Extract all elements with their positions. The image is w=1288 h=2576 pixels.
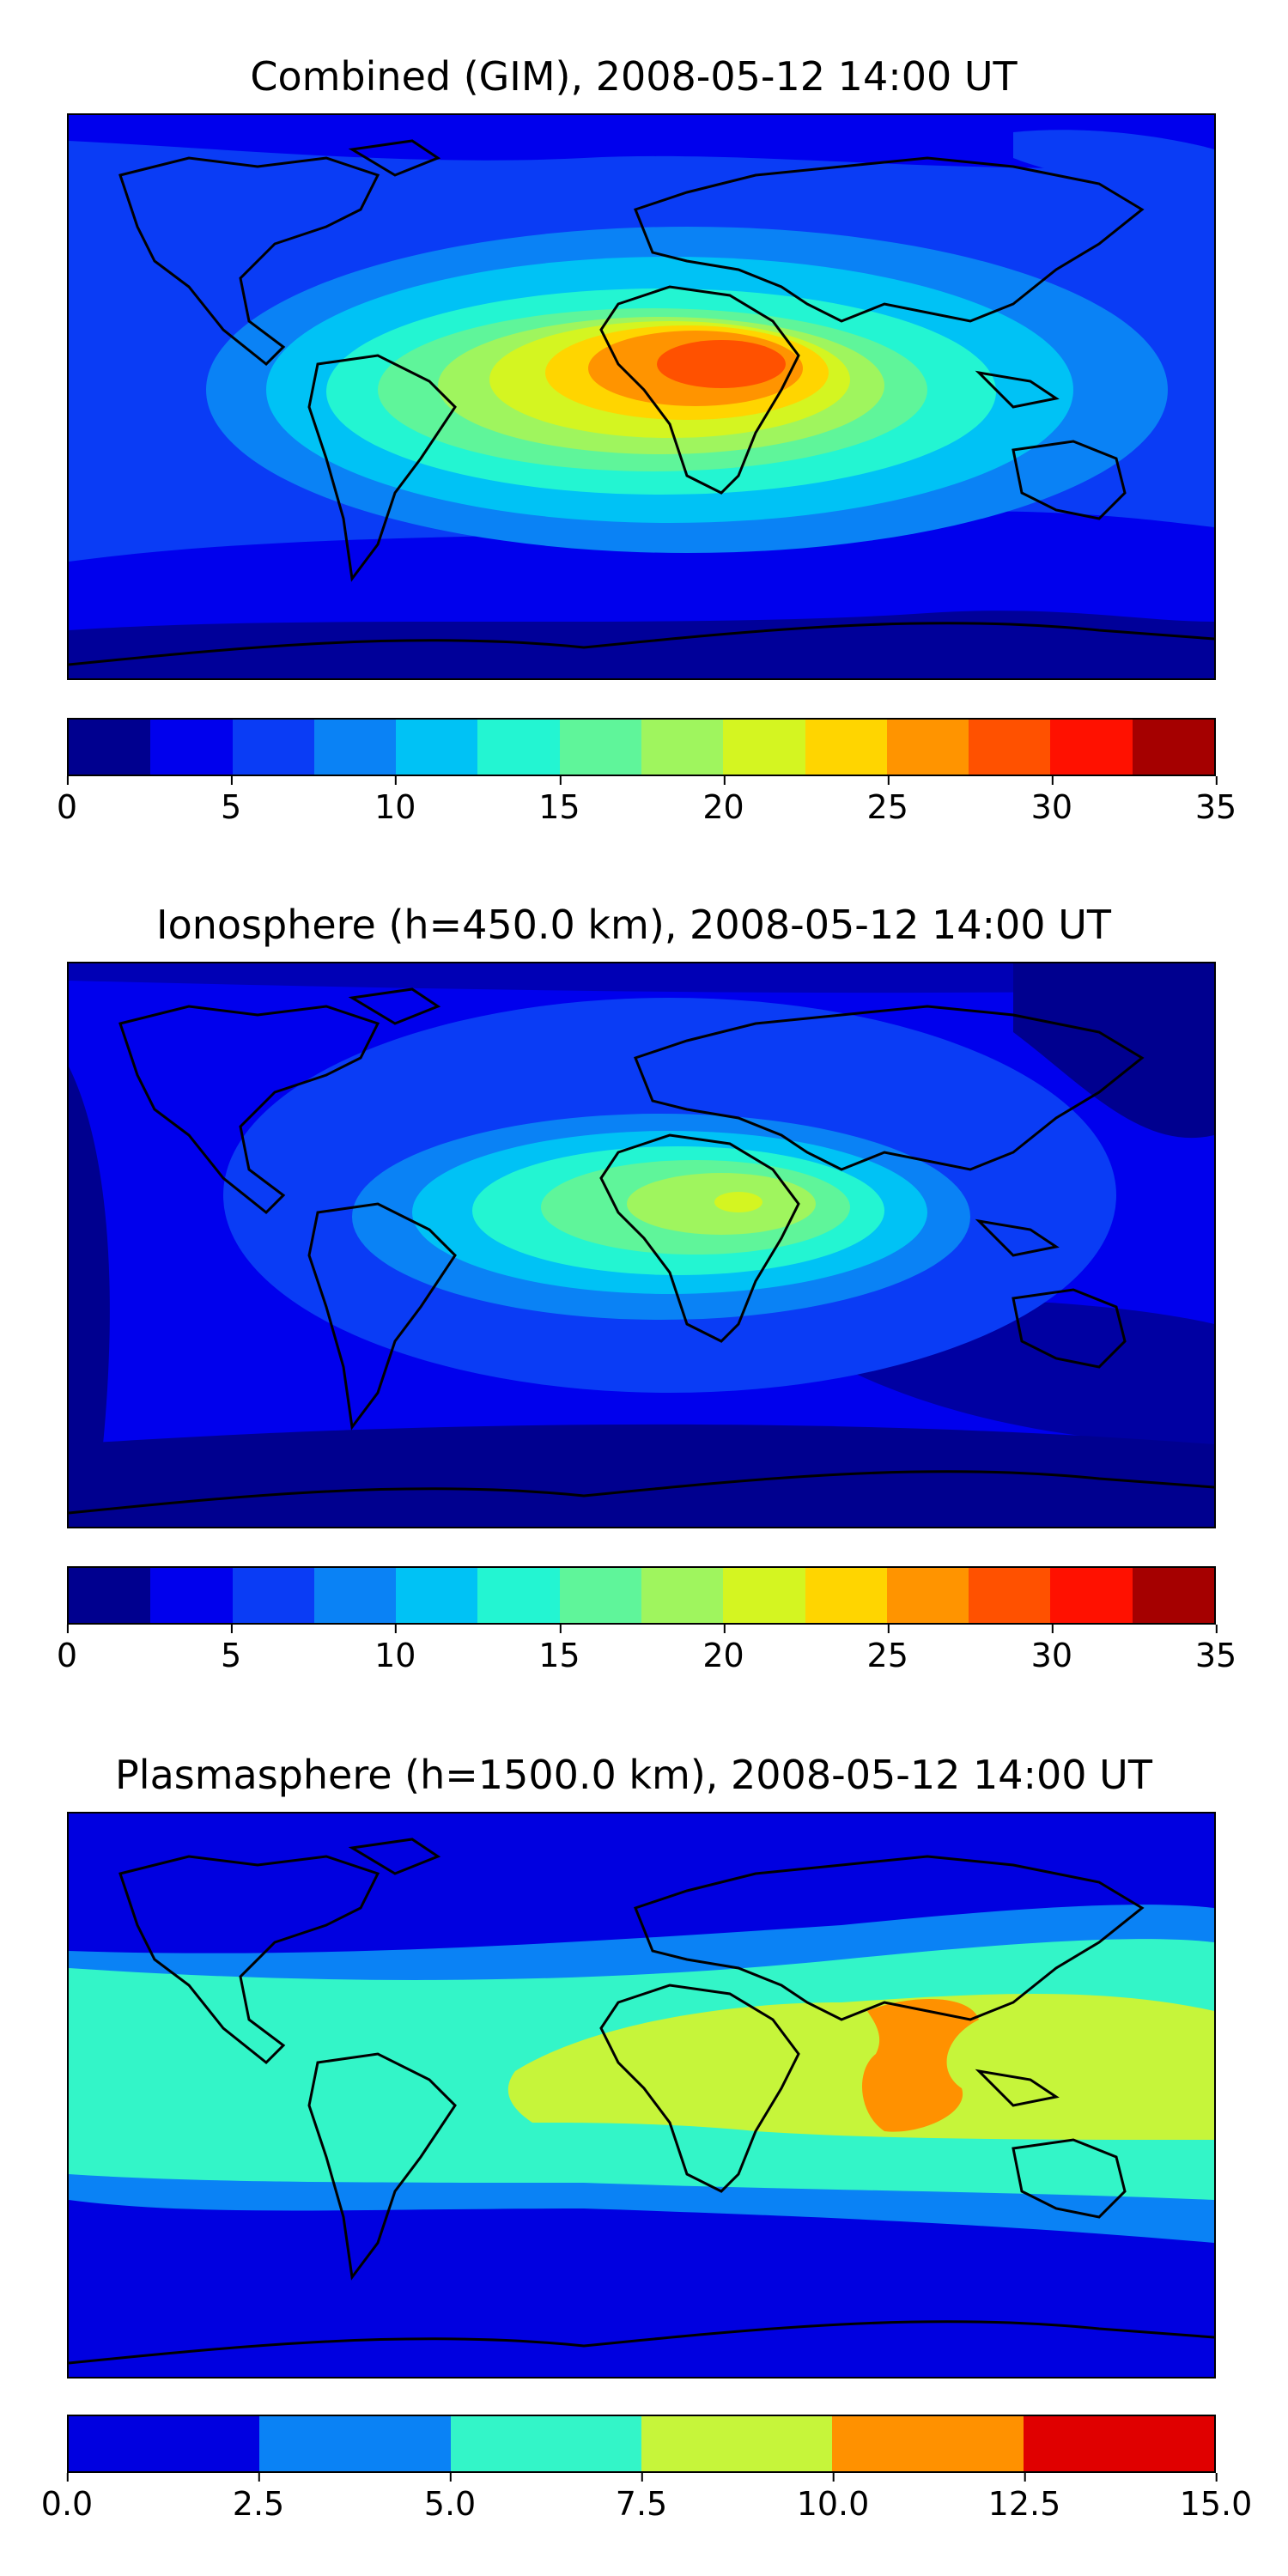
tick-label: 15 <box>538 776 580 826</box>
colorbar-segment <box>396 720 478 775</box>
colorbar-segment <box>396 1568 478 1623</box>
colorbar-segment <box>477 1568 560 1623</box>
colorbar-segment <box>313 1568 397 1623</box>
colorbar-segment <box>232 1568 314 1623</box>
colorbar-segment <box>641 720 724 775</box>
colorbar-segment <box>723 720 805 775</box>
colorbar-segment <box>832 2416 1024 2471</box>
tick-label: 25 <box>867 776 908 826</box>
colorbar-segment <box>969 1568 1051 1623</box>
colorbar-segment <box>723 1568 805 1623</box>
colorbar-segment <box>1132 1568 1214 1623</box>
tick-label: 35 <box>1195 776 1236 826</box>
tick-label: 0 <box>57 776 77 826</box>
tick-label: 25 <box>867 1625 908 1674</box>
tick-label: 15 <box>538 1625 580 1674</box>
map-plasmasphere <box>67 1812 1216 2379</box>
colorbar-segment <box>559 720 641 775</box>
colorbar-segment <box>150 1568 233 1623</box>
panel-title-combined: Combined (GIM), 2008-05-12 14:00 UT <box>250 53 1018 100</box>
colorbar-segment <box>559 1568 641 1623</box>
colorbar-ticks-plasmasphere: 0.0 2.5 5.0 7.5 10.0 12.5 15.0 <box>41 2473 1252 2524</box>
colorbar-segment <box>805 720 887 775</box>
colorbar-segment <box>969 720 1051 775</box>
colorbar-segment <box>150 720 233 775</box>
colorbar-segment <box>1132 720 1214 775</box>
tick-label: 10 <box>374 776 416 826</box>
tick-label: 0 <box>57 1625 77 1674</box>
tick-label: 10.0 <box>797 2473 869 2523</box>
tick-label: 10 <box>374 1625 416 1674</box>
tick-label: 5 <box>221 776 241 826</box>
tick-label: 30 <box>1031 1625 1072 1674</box>
tick-label: 0.0 <box>41 2473 93 2523</box>
colorbar-segment <box>69 2416 260 2471</box>
colorbar-segment <box>450 2416 641 2471</box>
colorbar-segment <box>886 1568 969 1623</box>
tick-label: 15.0 <box>1180 2473 1252 2523</box>
colorbar-segment <box>1050 1568 1133 1623</box>
panel-title-ionosphere: Ionosphere (h=450.0 km), 2008-05-12 14:0… <box>156 902 1111 948</box>
map-combined <box>67 113 1216 680</box>
tick-label: 2.5 <box>233 2473 284 2523</box>
panel-title-plasmasphere: Plasmasphere (h=1500.0 km), 2008-05-12 1… <box>115 1752 1152 1798</box>
tick-label: 35 <box>1195 1625 1236 1674</box>
colorbar-ticks-combined: 0 5 10 15 20 25 30 35 <box>57 776 1236 828</box>
colorbar-segment <box>69 1568 151 1623</box>
map-ionosphere <box>67 962 1216 1528</box>
tick-label: 12.5 <box>988 2473 1060 2523</box>
colorbar-ticks-ionosphere: 0 5 10 15 20 25 30 35 <box>57 1625 1236 1676</box>
colorbar-segment <box>313 720 397 775</box>
colorbar-segment <box>641 2416 833 2471</box>
tick-label: 5 <box>221 1625 241 1674</box>
colorbar-segment <box>641 1568 724 1623</box>
colorbar-segment <box>1023 2416 1214 2471</box>
tick-label: 7.5 <box>616 2473 667 2523</box>
colorbar-segment <box>232 720 314 775</box>
tick-label: 20 <box>702 1625 744 1674</box>
colorbar-ionosphere <box>67 1566 1216 1625</box>
colorbar-combined <box>67 718 1216 776</box>
colorbar-plasmasphere <box>67 2415 1216 2473</box>
colorbar-segment <box>1050 720 1133 775</box>
colorbar-segment <box>477 720 560 775</box>
colorbar-segment <box>69 720 151 775</box>
colorbar-segment <box>886 720 969 775</box>
tick-label: 20 <box>702 776 744 826</box>
colorbar-segment <box>259 2416 451 2471</box>
tick-label: 30 <box>1031 776 1072 826</box>
colorbar-segment <box>805 1568 887 1623</box>
tick-label: 5.0 <box>424 2473 476 2523</box>
